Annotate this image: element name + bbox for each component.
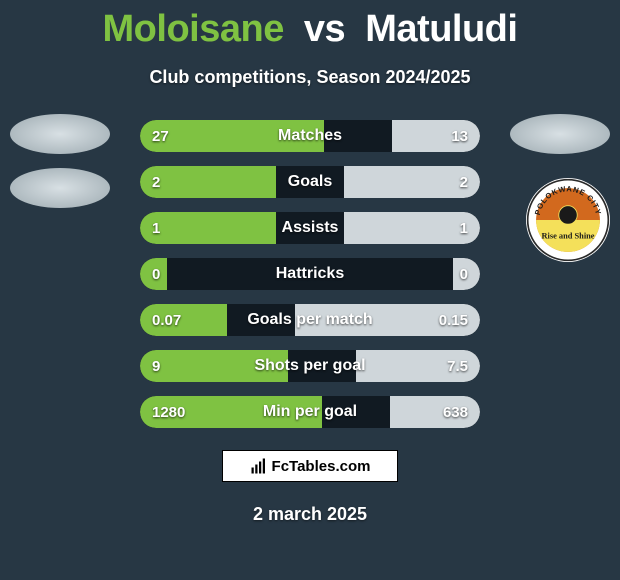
stat-row: 2713Matches [140,120,480,152]
stat-label: Shots per goal [140,357,480,375]
stat-row: 22Goals [140,166,480,198]
stat-row: 0.070.15Goals per match [140,304,480,336]
subtitle: Club competitions, Season 2024/2025 [0,67,620,88]
stat-label: Assists [140,219,480,237]
stat-label: Goals [140,173,480,191]
stat-row: 1280638Min per goal [140,396,480,428]
stat-label: Goals per match [140,311,480,329]
comparison-date: 2 march 2025 [0,504,620,525]
chart-icon [250,457,268,475]
stat-row: 11Assists [140,212,480,244]
stat-label: Matches [140,127,480,145]
stat-row: 00Hattricks [140,258,480,290]
footer-brand: FcTables.com [222,450,398,482]
footer-brand-text: FcTables.com [272,458,371,475]
stat-row: 97.5Shots per goal [140,350,480,382]
page-title: Moloisane vs Matuludi [0,0,620,51]
player-b-name: Matuludi [365,8,517,50]
title-vs: vs [304,8,345,50]
stat-label: Min per goal [140,403,480,421]
player-a-name: Moloisane [103,8,284,50]
stats-container: 2713Matches 22Goals 11Assists 00Hattricks 0.… [0,120,620,428]
stat-label: Hattricks [140,265,480,283]
